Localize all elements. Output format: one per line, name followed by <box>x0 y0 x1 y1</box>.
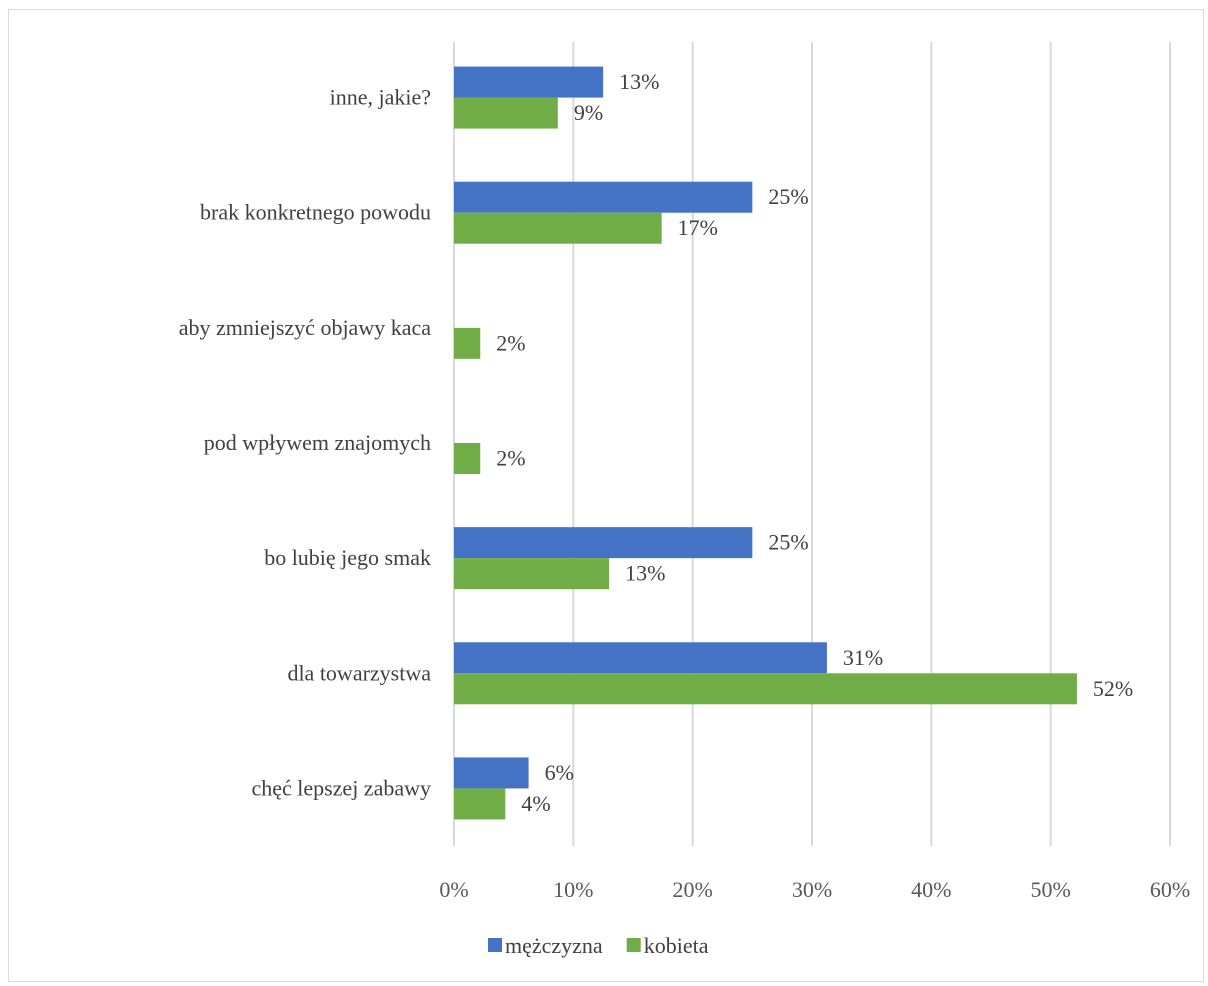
x-tick-label: 60% <box>1150 877 1190 902</box>
category-labels: inne, jakie? brak konkretnego powodu aby z… <box>179 85 432 801</box>
data-label: 4% <box>521 791 550 816</box>
data-label: 25% <box>768 530 808 555</box>
data-label: 17% <box>678 215 718 240</box>
category-label: inne, jakie? <box>330 85 431 110</box>
chart-frame: inne, jakie? brak konkretnego powodu aby z… <box>8 9 1204 982</box>
bar-women <box>454 788 506 820</box>
category-label: bo lubię jego smak <box>264 545 431 570</box>
bar-women <box>454 673 1077 705</box>
legend-label-women: kobieta <box>644 933 709 958</box>
bar-women <box>454 327 481 359</box>
data-label: 52% <box>1093 676 1133 701</box>
data-label: 13% <box>625 561 665 586</box>
bar-men <box>454 66 604 98</box>
data-labels: 13% 9% 25% 17% 2% 2% 25% 13% 31% 52% 6% 4% <box>496 69 1133 816</box>
bar-men <box>454 642 827 674</box>
data-label: 25% <box>768 184 808 209</box>
data-label: 2% <box>496 330 525 355</box>
x-tick-label: 20% <box>673 877 713 902</box>
data-label: 2% <box>496 446 525 471</box>
x-tick-label: 40% <box>911 877 951 902</box>
data-label: 13% <box>619 69 659 94</box>
category-label: chęć lepszej zabawy <box>251 775 431 800</box>
legend-swatch-women <box>626 938 641 952</box>
x-tick-label: 50% <box>1031 877 1071 902</box>
legend-swatch-men <box>488 938 502 952</box>
category-label: brak konkretnego powodu <box>200 200 431 225</box>
bar-women <box>454 558 610 590</box>
bar-men <box>454 757 529 789</box>
x-axis-tick-labels: 0% 10% 20% 30% 40% 50% 60% <box>439 877 1190 902</box>
grid-layer <box>453 42 1171 846</box>
bar-chart: inne, jakie? brak konkretnego powodu aby z… <box>179 42 1190 958</box>
x-tick-label: 30% <box>792 877 832 902</box>
x-tick-label: 10% <box>553 877 593 902</box>
bar-women <box>454 97 558 129</box>
bar-women <box>454 212 662 244</box>
category-label: pod wpływem znajomych <box>204 430 431 455</box>
bar-men <box>454 527 753 559</box>
data-label: 6% <box>545 760 574 785</box>
data-label: 9% <box>574 100 603 125</box>
x-tick-label: 0% <box>439 877 468 902</box>
bar-men <box>454 181 753 213</box>
category-label: aby zmniejszyć objawy kaca <box>179 315 432 340</box>
data-label: 31% <box>843 645 883 670</box>
category-label: dla towarzystwa <box>287 660 431 685</box>
bar-women <box>454 443 481 474</box>
legend: mężczyzna kobieta <box>488 933 709 958</box>
bars <box>454 66 1077 820</box>
legend-label-men: mężczyzna <box>505 933 603 958</box>
